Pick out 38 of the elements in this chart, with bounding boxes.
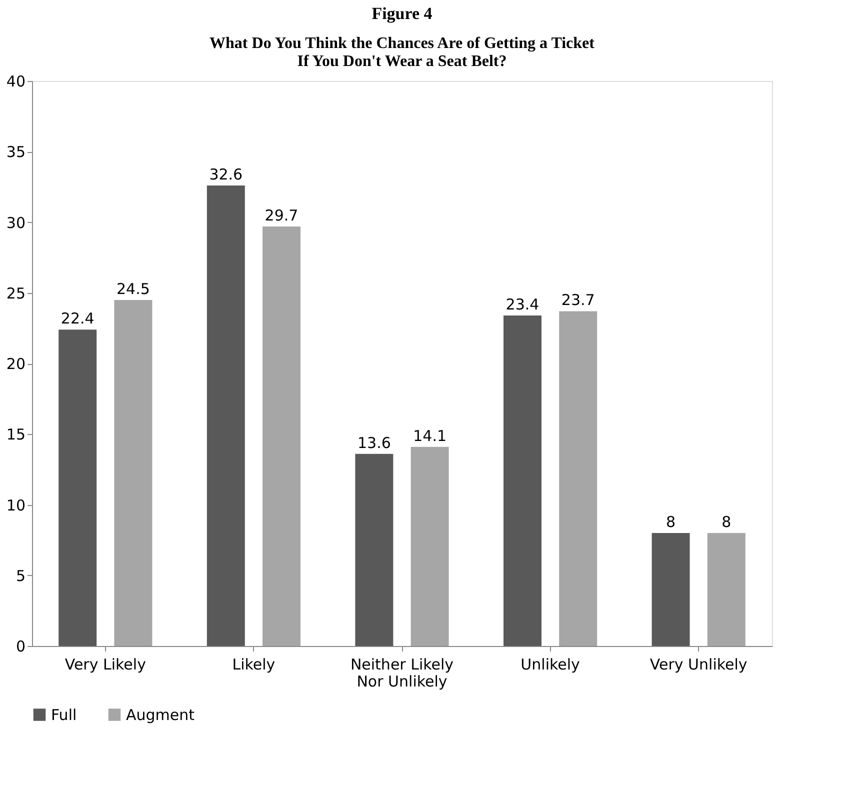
x-tick-label: Very Likely	[64, 656, 146, 674]
bar	[503, 315, 542, 646]
y-tick-label: 40	[6, 72, 26, 90]
bar	[114, 300, 152, 646]
x-tick-label: Very Unlikely	[650, 656, 748, 674]
bar	[262, 226, 301, 646]
legend-label: Augment	[126, 706, 195, 724]
bar	[652, 533, 690, 646]
data-label: 22.4	[60, 310, 94, 328]
data-label: 32.6	[209, 166, 243, 184]
y-tick-label: 25	[6, 284, 26, 302]
chart-subtitle: What Do You Think the Chances Are of Getting a Ticket If You Don't Wear a Seat Belt?	[210, 35, 596, 70]
x-tick-label: Neither Likely Nor Unlikely	[350, 656, 454, 690]
data-label: 23.4	[506, 295, 540, 314]
bar	[206, 186, 245, 646]
y-tick-label: 15	[6, 426, 26, 444]
bar	[559, 311, 598, 646]
y-tick-label: 0	[16, 638, 26, 656]
y-tick-label: 35	[6, 143, 26, 162]
legend-label: Full	[51, 706, 77, 724]
bar	[58, 330, 97, 646]
data-label: 24.5	[116, 280, 150, 298]
data-label: 29.7	[264, 206, 298, 224]
x-tick-label: Likely	[232, 656, 276, 674]
bar	[355, 454, 394, 646]
bar	[410, 446, 449, 646]
y-tick-label: 30	[6, 214, 26, 232]
data-label: 8	[666, 513, 676, 531]
data-label: 13.6	[357, 434, 391, 452]
data-label: 14.1	[413, 426, 447, 445]
data-label: 23.7	[561, 291, 595, 310]
y-tick-label: 10	[6, 496, 26, 514]
chart-title: Figure 4	[372, 4, 433, 23]
x-tick-label: Unlikely	[520, 656, 580, 674]
data-label: 8	[722, 513, 732, 531]
y-tick-label: 20	[6, 355, 26, 373]
y-tick-label: 5	[16, 566, 26, 585]
bar	[707, 533, 746, 646]
